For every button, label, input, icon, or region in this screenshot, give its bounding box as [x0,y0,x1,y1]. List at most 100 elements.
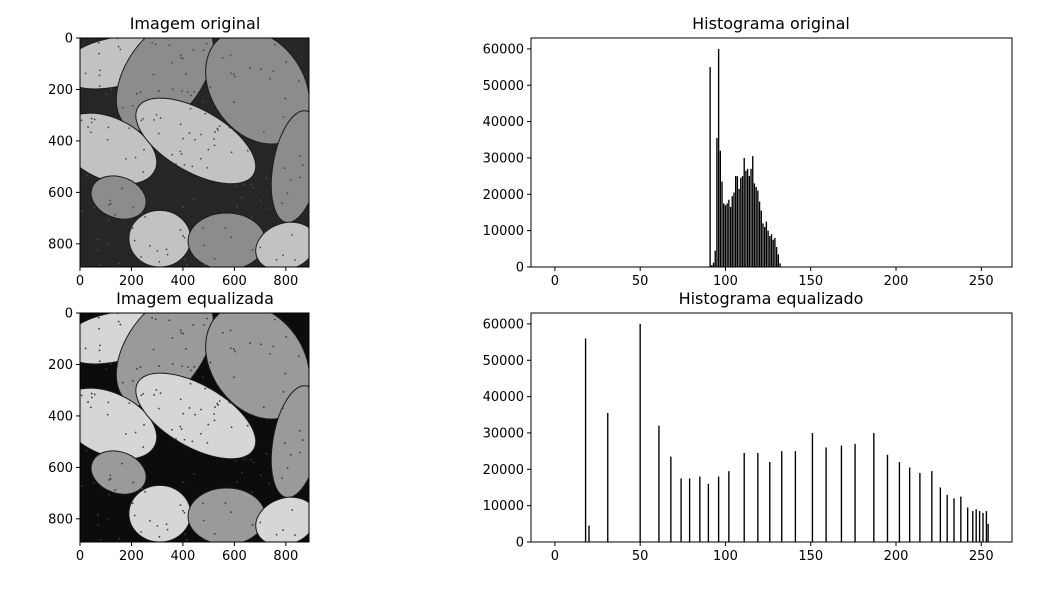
original-histogram-bar [741,176,744,267]
equalized-histogram-bar [811,432,814,542]
original-histogram-bar [772,239,774,267]
original-image-panel: Imagem original 0 200 400 600 800 0 200 400 600 8… [48,14,310,289]
equalized-histogram-bar [919,472,921,542]
equalized-histogram-bar [898,462,901,542]
original-image-y-tick-label: 400 [48,134,73,149]
original-histogram-y-tick-label: 20000 [483,188,524,203]
original-histogram-bar [777,254,780,267]
equalized-histogram-bar [584,338,587,542]
original-histogram-x-tick-label: 250 [969,274,994,289]
original-histogram-bar [729,207,732,267]
original-histogram-bar [758,201,761,267]
original-histogram-x-tick-label: 150 [798,274,823,289]
original-histogram-bar [769,236,771,267]
equalized-histogram-bar [953,498,955,542]
equalized-histogram-bar [658,425,660,542]
equalized-histogram-frame [530,312,1013,543]
equalized-histogram-panel: Histograma equalizado 0 50 100 150 200 250 0 10… [483,289,1013,564]
original-histogram-bar [775,247,778,267]
original-image-x-tick-label: 800 [273,274,298,289]
original-histogram-bar [755,187,757,267]
equalized-histogram-bar [707,483,710,542]
equalized-histogram-y-tick-label: 20000 [483,463,524,478]
equalized-histogram-bar [757,452,759,542]
equalized-histogram-x-tick-label: 250 [969,549,994,564]
equalized-histogram-bar [972,511,974,542]
original-histogram-x-tick-label: 50 [632,274,649,289]
original-histogram-y-tick-label: 0 [516,261,524,276]
equalized-histogram-y-tick-label: 50000 [483,354,524,369]
equalized-image-pollen-photo [80,313,309,542]
equalized-histogram-bar [946,494,948,542]
original-histogram-bar [767,230,769,267]
equalized-histogram-y-tick-label: 40000 [483,390,524,405]
equalized-histogram-title: Histograma equalizado [679,289,864,308]
equalized-histogram-bar [978,511,981,542]
equalized-histogram-bar [854,443,856,542]
equalized-image-axes: 0 200 400 600 800 0 200 400 600 800 [48,307,310,564]
original-histogram-bar [731,196,733,267]
original-histogram-panel: Histograma original 0 50 100 150 200 250 0 1000… [483,14,1013,289]
original-image-title: Imagem original [130,14,261,33]
equalized-histogram-bar [825,447,827,542]
equalized-histogram-axes: 0 50 100 150 200 250 0 10000 20000 30000 40000 5000… [483,312,1013,564]
original-histogram-bar [765,221,768,267]
original-histogram-bar [717,48,720,268]
equalized-histogram-bar [939,487,942,542]
equalized-image-y-tick-label: 0 [65,307,73,322]
equalized-histogram-bar [987,523,989,542]
original-image-frame [79,37,310,268]
equalized-image-x-tick-label: 400 [171,549,196,564]
original-image-y-tick-label: 200 [48,83,73,98]
equalized-image-y-tick-label: 400 [48,409,73,424]
original-histogram-bars [709,48,781,268]
original-histogram-title: Histograma original [692,14,850,33]
original-histogram-bar [760,210,762,267]
equalized-histogram-bar [982,512,984,542]
equalized-histogram-x-tick-label: 50 [632,549,649,564]
original-histogram-bar [746,168,749,267]
original-histogram-bar [774,237,776,267]
original-histogram-bar [770,234,773,267]
equalized-image-title: Imagem equalizada [116,289,274,308]
equalized-histogram-bar [688,478,691,542]
original-histogram-y-tick-label: 30000 [483,151,524,166]
original-histogram-y-tick-label: 60000 [483,42,524,57]
original-histogram-bar [719,150,722,267]
original-histogram-bar [728,199,730,267]
original-image-y-tick-label: 600 [48,186,73,201]
original-histogram-bar [748,176,751,267]
equalized-image-x-tick-label: 0 [76,549,84,564]
original-image-x-tick-label: 0 [76,274,84,289]
equalized-histogram-bar [670,456,672,542]
original-histogram-bar [716,137,718,267]
original-histogram-x-tick-label: 100 [713,274,738,289]
original-histogram-y-tick-label: 10000 [483,224,524,239]
original-histogram-bar [738,188,740,267]
equalized-histogram-bar [769,462,771,542]
original-histogram-bar [721,181,723,267]
original-histogram-axes: 0 50 100 150 200 250 0 10000 20000 30000 40000 5000… [483,37,1013,289]
original-histogram-bar [750,168,752,267]
original-histogram-bar [743,157,745,267]
original-image-pollen-photo [80,38,309,267]
original-histogram-bar [763,227,766,267]
equalized-histogram-bar [717,476,720,542]
equalized-histogram-bar [840,445,843,542]
equalized-histogram-y-tick-label: 30000 [483,426,524,441]
original-histogram-y-tick-label: 50000 [483,79,524,94]
equalized-image-x-tick-label: 600 [222,549,247,564]
equalized-image [80,313,309,542]
equalized-histogram-x-tick-label: 0 [551,549,559,564]
equalized-histogram-bar [960,496,962,542]
equalized-histogram-bar [607,412,609,542]
original-image-x-tick-label: 200 [119,274,144,289]
original-histogram-bar [733,192,735,267]
original-histogram-bar [711,265,713,267]
original-image-axes: 0 200 400 600 800 0 200 400 600 800 [48,32,310,289]
original-histogram-bar [752,156,754,267]
equalized-histogram-bars [584,323,989,542]
original-image-x-tick-label: 600 [222,274,247,289]
original-histogram-bar [723,203,725,267]
